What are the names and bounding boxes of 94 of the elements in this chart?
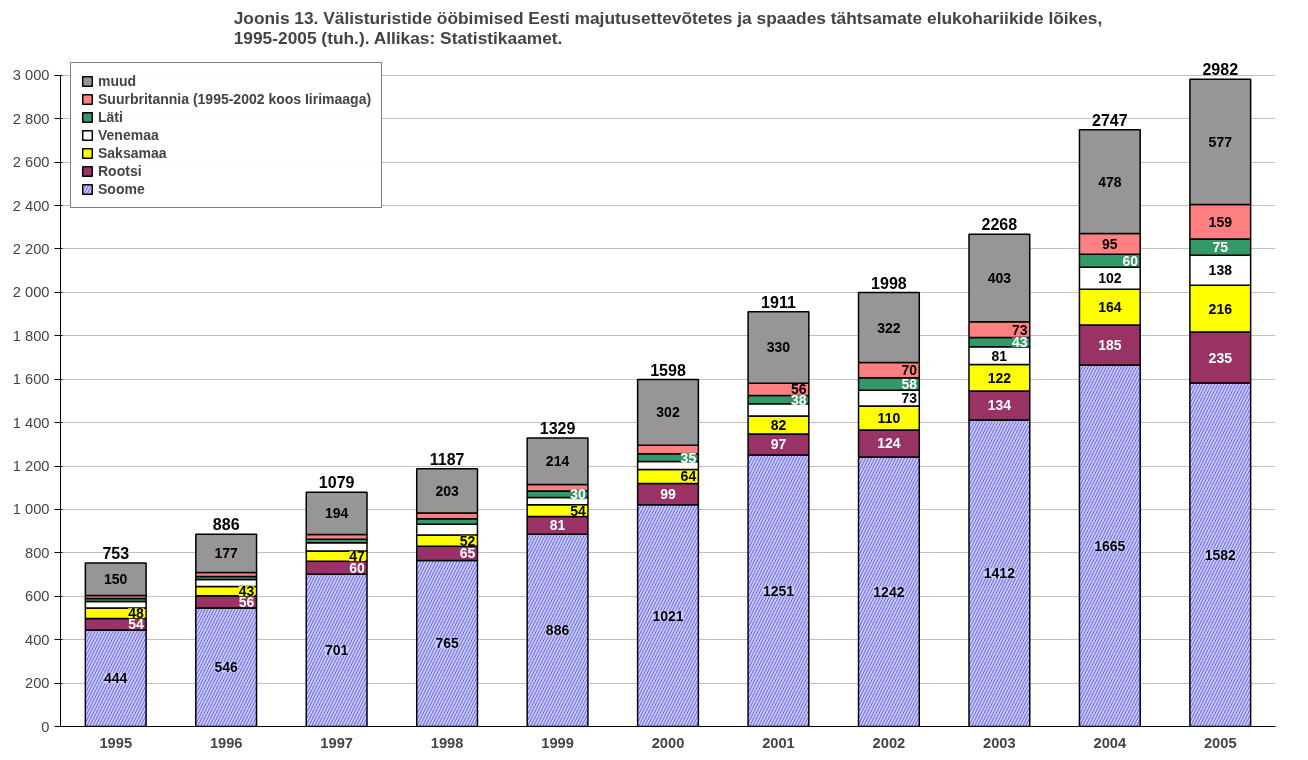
x-tick-label: 2005 bbox=[1203, 734, 1237, 751]
legend-label: Saksamaa bbox=[98, 145, 167, 161]
total-label: 886 bbox=[212, 516, 240, 534]
data-label: 35 bbox=[680, 449, 697, 466]
data-label: 54 bbox=[570, 502, 586, 519]
legend-label: muud bbox=[98, 73, 137, 89]
data-label: 330 bbox=[766, 339, 791, 356]
data-label: 194 bbox=[324, 505, 349, 522]
legend-label: Soome bbox=[98, 181, 145, 197]
x-tick-label: 2004 bbox=[1093, 734, 1127, 751]
y-tick-label: 0 bbox=[41, 718, 50, 735]
data-label: 701 bbox=[324, 642, 349, 659]
data-label: 95 bbox=[1102, 235, 1118, 252]
data-label: 886 bbox=[545, 622, 570, 639]
y-tick-label: 1 000 bbox=[12, 501, 50, 518]
x-tick-label: 1995 bbox=[99, 734, 133, 751]
data-label: 235 bbox=[1208, 349, 1233, 366]
data-label: 203 bbox=[435, 482, 459, 499]
x-tick-label: 1999 bbox=[541, 734, 574, 751]
data-label: 73 bbox=[901, 390, 918, 407]
data-label: 1021 bbox=[652, 607, 684, 624]
x-tick-label: 1997 bbox=[320, 734, 353, 751]
data-label: 216 bbox=[1208, 300, 1233, 317]
data-label: 177 bbox=[214, 545, 239, 562]
x-tick-label: 2003 bbox=[983, 734, 1016, 751]
total-label: 753 bbox=[102, 545, 130, 563]
y-tick-label: 2 600 bbox=[12, 154, 50, 171]
x-tick-label: 1996 bbox=[209, 734, 243, 751]
y-tick-label: 1 600 bbox=[12, 371, 50, 388]
y-tick-label: 200 bbox=[25, 675, 50, 692]
data-label: 546 bbox=[214, 659, 239, 676]
data-label: 577 bbox=[1208, 133, 1233, 150]
y-tick-label: 400 bbox=[25, 631, 50, 648]
data-label: 81 bbox=[549, 517, 566, 534]
total-label: 1079 bbox=[318, 474, 355, 492]
y-tick-label: 600 bbox=[25, 588, 50, 605]
y-tick-label: 3 000 bbox=[12, 67, 50, 84]
data-label: 1242 bbox=[873, 583, 905, 600]
data-label: 30 bbox=[570, 486, 586, 503]
data-label: 82 bbox=[770, 416, 787, 433]
data-label: 110 bbox=[877, 410, 901, 427]
y-tick-label: 2 200 bbox=[12, 240, 50, 257]
y-tick-label: 2 400 bbox=[12, 197, 50, 214]
data-label: 444 bbox=[104, 670, 128, 687]
data-label: 403 bbox=[987, 269, 1012, 286]
data-label: 43 bbox=[1011, 334, 1028, 351]
data-label: 185 bbox=[1098, 337, 1122, 353]
total-label: 2747 bbox=[1092, 111, 1128, 129]
legend-label: Venemaa bbox=[98, 127, 159, 143]
x-tick-label: 2002 bbox=[872, 734, 906, 751]
data-label: 1665 bbox=[1094, 537, 1126, 554]
data-label: 1412 bbox=[983, 565, 1016, 582]
data-label: 122 bbox=[987, 369, 1012, 386]
data-label: 75 bbox=[1212, 239, 1229, 256]
data-label: 102 bbox=[1098, 270, 1122, 287]
data-label: 52 bbox=[459, 532, 476, 549]
total-label: 1329 bbox=[539, 420, 576, 438]
data-label: 1582 bbox=[1204, 546, 1237, 563]
y-tick-label: 1 800 bbox=[12, 327, 50, 344]
y-tick-label: 1 200 bbox=[12, 458, 50, 475]
data-label: 214 bbox=[545, 453, 570, 470]
total-label: 2982 bbox=[1202, 61, 1239, 79]
legend-label: Suurbritannia (1995-2002 koos Iirimaaga) bbox=[98, 91, 372, 107]
data-label: 81 bbox=[991, 347, 1008, 364]
legend-label: Rootsi bbox=[98, 163, 142, 179]
total-label: 1998 bbox=[871, 274, 907, 292]
data-label: 97 bbox=[770, 436, 787, 453]
data-label: 134 bbox=[987, 397, 1012, 414]
x-tick-label: 2000 bbox=[651, 734, 685, 751]
y-tick-label: 2 000 bbox=[12, 284, 50, 301]
data-label: 150 bbox=[104, 571, 128, 588]
data-label: 1251 bbox=[762, 582, 795, 599]
y-tick-label: 2 800 bbox=[12, 110, 50, 127]
data-label: 164 bbox=[1098, 299, 1122, 316]
data-label: 765 bbox=[435, 635, 459, 652]
data-label: 60 bbox=[1122, 252, 1139, 269]
legend-label: Läti bbox=[98, 109, 123, 125]
data-label: 478 bbox=[1098, 173, 1122, 190]
total-label: 2268 bbox=[981, 216, 1018, 234]
total-label: 1187 bbox=[429, 450, 465, 468]
data-label: 302 bbox=[656, 404, 680, 421]
chart-title: Joonis 13. Välisturistide ööbimised Eesti majutusettevõtetes ja spaades tähtsamate elukohariikide lõikes, 1995-2005 (tuh.). Allikas: Statistikaamet. bbox=[233, 7, 1103, 48]
total-label: 1598 bbox=[650, 361, 686, 379]
data-label: 64 bbox=[680, 468, 697, 485]
x-tick-label: 1998 bbox=[430, 734, 464, 751]
data-label: 322 bbox=[877, 319, 901, 336]
data-label: 124 bbox=[877, 435, 901, 452]
total-label: 1911 bbox=[761, 293, 796, 311]
data-label: 99 bbox=[660, 486, 676, 503]
x-tick-label: 2001 bbox=[762, 734, 795, 751]
y-tick-label: 800 bbox=[25, 544, 50, 561]
y-tick-label: 1 400 bbox=[12, 414, 50, 431]
data-label: 159 bbox=[1208, 213, 1233, 230]
data-label: 138 bbox=[1208, 262, 1233, 279]
